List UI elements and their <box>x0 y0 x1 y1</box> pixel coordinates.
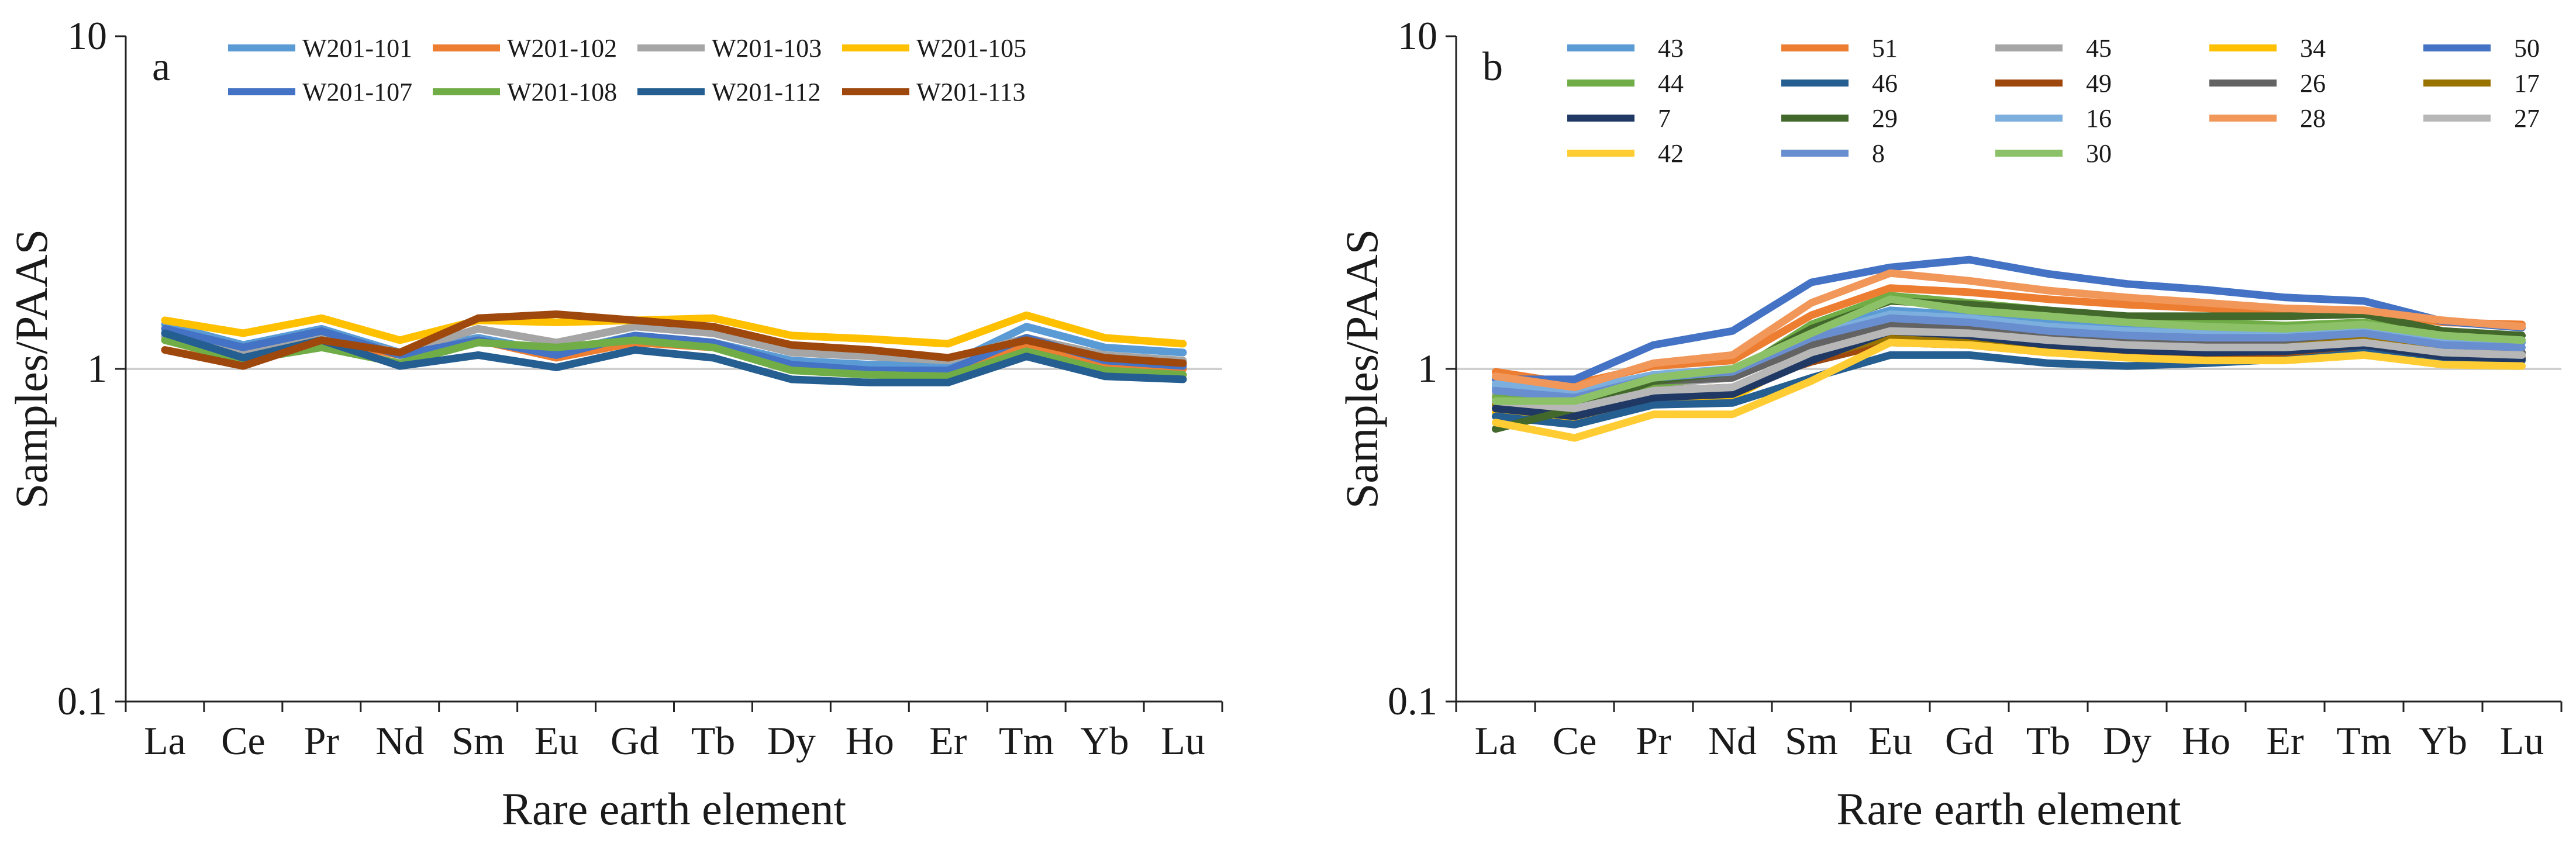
legend-label-26: 26 <box>2300 69 2326 98</box>
panel-label: a <box>152 44 170 89</box>
legend-label-49: 49 <box>2086 69 2112 98</box>
legend-label-44: 44 <box>1658 69 1684 98</box>
x-tick-label-Pr: Pr <box>304 718 340 763</box>
x-tick-label-Eu: Eu <box>534 718 579 763</box>
x-tick-label-Tb: Tb <box>2026 718 2071 763</box>
series-line-30 <box>1492 295 2526 405</box>
x-tick-label-Ho: Ho <box>846 718 894 763</box>
series-line-W201-105 <box>161 311 1187 348</box>
x-tick-label-Dy: Dy <box>2103 718 2151 763</box>
series-line-28 <box>1492 269 2526 392</box>
x-tick-label-Sm: Sm <box>451 718 505 763</box>
x-axis-title: Rare earth element <box>502 783 846 834</box>
y-tick-label: 1 <box>1418 346 1437 391</box>
legend-label-34: 34 <box>2300 34 2326 63</box>
series-line-W201-113 <box>161 310 1187 370</box>
legend-label-W201-108: W201-108 <box>507 78 617 106</box>
x-tick-label-La: La <box>144 718 186 763</box>
x-tick-label-Nd: Nd <box>1708 718 1757 763</box>
legend-label-17: 17 <box>2514 69 2540 98</box>
x-tick-label-Gd: Gd <box>1945 718 1994 763</box>
y-tick-label: 0.1 <box>57 679 107 723</box>
y-tick-label: 10 <box>67 13 107 58</box>
x-tick-label-Lu: Lu <box>1161 718 1205 763</box>
legend-label-W201-113: W201-113 <box>916 78 1026 106</box>
legend-label-W201-112: W201-112 <box>712 78 821 106</box>
series-line-W201-108 <box>161 336 1187 381</box>
x-tick-label-Pr: Pr <box>1636 718 1671 763</box>
legend-label-43: 43 <box>1658 34 1684 63</box>
legend-label-7: 7 <box>1658 104 1671 133</box>
y-tick-label: 10 <box>1398 13 1437 58</box>
legend-label-W201-103: W201-103 <box>712 34 822 63</box>
x-tick-label-Tm: Tm <box>2336 718 2391 763</box>
x-tick-label-Lu: Lu <box>2500 718 2544 763</box>
legend-label-W201-105: W201-105 <box>916 34 1026 63</box>
x-tick-label-Ce: Ce <box>1553 718 1597 763</box>
legend-label-W201-102: W201-102 <box>507 34 617 63</box>
legend-label-29: 29 <box>1872 104 1898 133</box>
x-tick-label-Yb: Yb <box>1081 718 1129 763</box>
x-tick-label-Yb: Yb <box>2419 718 2467 763</box>
x-tick-label-Er: Er <box>2266 718 2304 763</box>
y-axis-title: Samples/PAAS <box>1336 229 1387 509</box>
x-axis-title: Rare earth element <box>1837 783 2181 834</box>
legend-label-W201-101: W201-101 <box>302 34 412 63</box>
legend-label-51: 51 <box>1872 34 1898 63</box>
x-tick-label-Er: Er <box>929 718 967 763</box>
x-tick-label-Dy: Dy <box>767 718 816 763</box>
series-line-27 <box>1492 327 2526 413</box>
x-tick-label-Gd: Gd <box>611 718 659 763</box>
x-tick-label-Ce: Ce <box>221 718 265 763</box>
x-tick-label-Tb: Tb <box>691 718 736 763</box>
x-tick-label-Tm: Tm <box>999 718 1054 763</box>
legend-label-8: 8 <box>1872 139 1885 168</box>
y-tick-label: 0.1 <box>1388 679 1437 723</box>
x-tick-label-La: La <box>1475 718 1517 763</box>
legend-label-16: 16 <box>2086 104 2112 133</box>
chart-panel-a: 10 1 0.1 La Ce Pr Nd Sm Eu Gd Tb Dy Ho Er Tm Yb Lu Rare e… <box>6 13 1223 834</box>
panel-label: b <box>1482 44 1503 89</box>
legend-label-50: 50 <box>2514 34 2540 63</box>
legend-label-46: 46 <box>1872 69 1898 98</box>
chart-panel-b: 10 1 0.1 La Ce Pr Nd Sm Eu Gd Tb Dy Ho Er Tm Yb Lu Rare e… <box>1336 13 2563 834</box>
series-line-46 <box>1492 346 2526 429</box>
legend-label-28: 28 <box>2300 104 2326 133</box>
legend-label-27: 27 <box>2514 104 2540 133</box>
series-line-50 <box>1492 255 2526 384</box>
legend-label-30: 30 <box>2086 139 2112 168</box>
y-tick-label: 1 <box>87 346 107 391</box>
x-tick-label-Ho: Ho <box>2182 718 2230 763</box>
legend-label-45: 45 <box>2086 34 2112 63</box>
series-line-42 <box>1492 338 2526 442</box>
x-tick-label-Sm: Sm <box>1785 718 1838 763</box>
x-tick-label-Eu: Eu <box>1868 718 1913 763</box>
legend-label-W201-107: W201-107 <box>302 78 412 106</box>
legend-label-42: 42 <box>1658 139 1684 168</box>
x-tick-label-Nd: Nd <box>375 718 424 763</box>
y-axis-title: Samples/PAAS <box>6 229 57 509</box>
